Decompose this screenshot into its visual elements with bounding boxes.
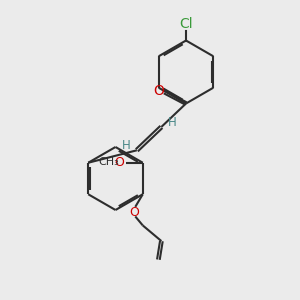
Text: H: H bbox=[122, 139, 131, 152]
Text: H: H bbox=[167, 116, 176, 129]
Text: O: O bbox=[115, 156, 124, 169]
Text: CH₃: CH₃ bbox=[98, 157, 119, 167]
Text: Cl: Cl bbox=[179, 17, 193, 31]
Text: O: O bbox=[129, 206, 139, 219]
Text: O: O bbox=[154, 84, 164, 98]
